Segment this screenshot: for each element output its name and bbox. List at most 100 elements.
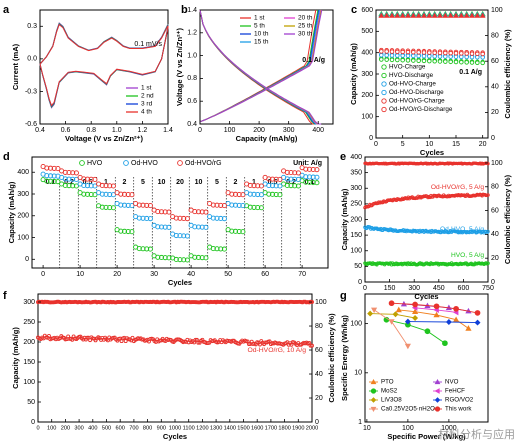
x-tick-label: 1400: [224, 425, 236, 431]
rate-point: [303, 179, 309, 185]
capacity-point: [395, 57, 400, 63]
x-tick-label: 0.6: [61, 127, 71, 134]
rate-point: [177, 257, 183, 263]
ce-point: [399, 12, 406, 18]
rate-point: [258, 183, 264, 189]
ragone-point: [453, 305, 459, 312]
capacity-point: [389, 57, 395, 63]
x-tick-label: 400: [312, 127, 324, 134]
capacity-point: [469, 60, 475, 65]
y-right-tick-label: 80: [315, 323, 323, 330]
rate-point: [140, 246, 146, 252]
y-tick-label: 1.4: [187, 7, 197, 14]
rate-point: [92, 192, 98, 198]
rate-point: [162, 255, 168, 261]
rate-point: [147, 216, 153, 222]
legend-entry: 25 th: [298, 23, 313, 30]
rate-label: 0.5: [83, 179, 93, 186]
rate-point: [88, 191, 94, 198]
y-tick-label: -0.6: [25, 121, 37, 128]
legend-marker: [434, 378, 441, 385]
panel-d-frame: [31, 156, 329, 269]
y-tick-label: 300: [361, 71, 373, 78]
capacity-point: [389, 49, 395, 54]
legend-entry: Od-HVO-Discharge: [389, 89, 444, 96]
x-tick-label: 100: [47, 425, 56, 431]
capacity-point: [379, 52, 384, 58]
legend-entry: 15 th: [254, 39, 269, 46]
rate-point: [306, 174, 313, 180]
rate-point: [236, 191, 242, 198]
capacity-point: [384, 53, 389, 58]
x-tick-label: 700: [129, 425, 138, 431]
x-axis-label: Cycles: [163, 432, 187, 441]
rate-point: [136, 246, 142, 252]
y-tick-label: 0.0: [27, 56, 37, 63]
y-tick-label: 300: [17, 191, 29, 198]
rate-point: [184, 233, 190, 239]
rate-point: [118, 191, 124, 197]
capacity-point: [379, 57, 384, 62]
capacity-point: [400, 53, 405, 58]
y-right-tick-label: 40: [491, 84, 499, 91]
legend-entry: 3 rd: [141, 101, 153, 108]
capacity-point: [421, 50, 427, 55]
capacity-point: [464, 60, 469, 65]
panel-g-frame: [364, 293, 489, 423]
ragone-line: [407, 321, 478, 324]
y-tick-label: 150: [350, 232, 362, 239]
ragone-point: [404, 343, 411, 350]
capacity-point: [459, 59, 464, 65]
ce-point: [458, 12, 465, 18]
y-axis-label: Specific Energy (Wh/kg): [340, 315, 349, 401]
rate-point: [221, 203, 227, 209]
x-tick-label: 600: [116, 425, 125, 431]
rate-point: [92, 176, 98, 183]
rate-point: [181, 215, 187, 222]
rate-point: [192, 224, 198, 230]
x-tick-label: 0: [198, 127, 202, 134]
panel-letter-a: a: [3, 4, 10, 16]
rate-point: [266, 182, 272, 189]
rate-point: [103, 204, 109, 210]
rate-label: 0.1: [46, 179, 56, 186]
rate-point: [203, 224, 209, 230]
rate-point: [236, 228, 242, 235]
ragone-point: [412, 301, 418, 308]
panel-letter-b: b: [181, 4, 188, 16]
capacity-point: [416, 58, 421, 64]
capacity-point: [453, 54, 459, 60]
rate-point: [173, 232, 179, 239]
y-tick-label: 50: [27, 399, 35, 406]
legend-entry: Od-HVO/rG-Charge: [389, 98, 445, 105]
y-right-axis-label: Coulombic efficiency (%): [503, 174, 512, 264]
x-tick-label: 70: [298, 271, 306, 278]
panel-a-frame: [39, 9, 169, 125]
capacity-point: [448, 54, 453, 59]
ragone-point: [453, 316, 460, 323]
x-axis-label: Specific Power (W/kg): [387, 432, 466, 441]
y-right-tick-label: 0: [315, 419, 319, 426]
legend-marker: [434, 397, 441, 403]
rate-point: [214, 215, 220, 221]
rate-point: [55, 179, 61, 185]
rate-point: [144, 246, 150, 252]
y-right-tick-label: 60: [491, 207, 499, 214]
rate-label: 10: [158, 179, 166, 186]
y-right-tick-label: 60: [491, 58, 499, 65]
panel-letter-c: c: [351, 4, 357, 16]
rate-point: [295, 183, 301, 189]
series-label: Od-HVO, 5 A/g: [440, 226, 484, 233]
y-tick-label: 200: [361, 92, 373, 99]
rate-point: [303, 166, 309, 172]
capacity-point: [443, 54, 448, 59]
y-tick-label: 200: [23, 339, 35, 346]
x-tick-label: 800: [143, 425, 152, 431]
capacity-point: [432, 50, 437, 55]
series-label: HVO, 5 A/g: [451, 252, 484, 259]
y-right-tick-label: 20: [491, 109, 499, 116]
rate-point: [51, 178, 57, 185]
ce-point: [405, 12, 411, 18]
ragone-point: [395, 306, 402, 313]
